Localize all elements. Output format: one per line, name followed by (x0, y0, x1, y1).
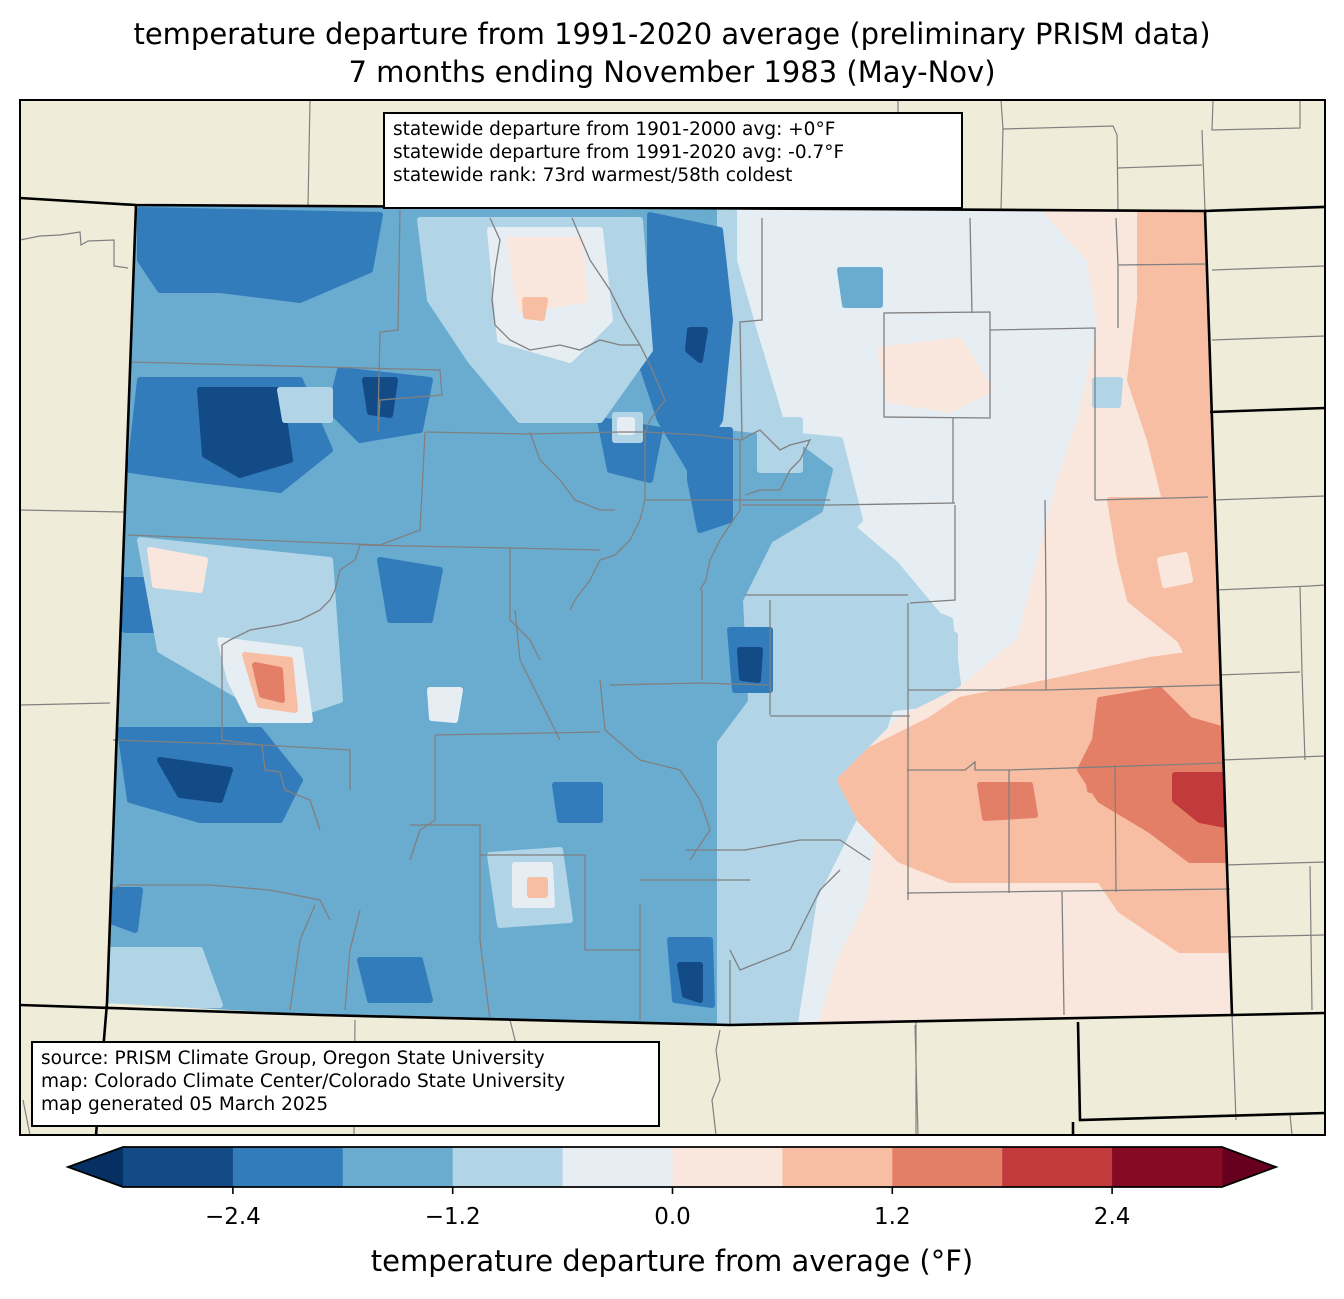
colorbar-segment (1112, 1147, 1223, 1187)
heatmap-contour-region (1092, 377, 1123, 408)
credits-map: map: Colorado Climate Center/Colorado St… (41, 1071, 566, 1092)
heatmap-contour-region (427, 687, 463, 723)
heatmap-contour-region (137, 207, 383, 303)
heatmap-contour-region (107, 947, 223, 1008)
colorbar-tick-label: 1.2 (874, 1204, 911, 1230)
colorbar-segment (232, 1147, 344, 1187)
heatmap-contour-region (617, 417, 635, 435)
colorbar-segment (1002, 1147, 1113, 1187)
colorbar-label: temperature departure from average (°F) (370, 1244, 974, 1278)
heatmap-contour-region (877, 337, 993, 413)
colorbar-outline (65, 1146, 1279, 1188)
heatmap-contour-region (552, 782, 603, 823)
colorbar-tick-label: 2.4 (1093, 1204, 1131, 1230)
heatmap-contour-region (737, 647, 763, 683)
neighbor-county-lines (20, 100, 1325, 1135)
heatmap-contour-region (1157, 552, 1193, 588)
heatmap-contour-region (507, 237, 588, 313)
statewide-stats-box: statewide departure from 1901-2000 avg: … (383, 112, 963, 209)
stats-line-1991-avg: statewide departure from 1991-2020 avg: … (393, 142, 845, 163)
credits-box: source: PRISM Climate Group, Oregon Stat… (31, 1041, 660, 1127)
credits-generated: map generated 05 March 2025 (41, 1094, 329, 1115)
colorbar-tick-label: −2.4 (204, 1204, 261, 1230)
map-title-line-1: temperature departure from 1991-2020 ave… (133, 17, 1211, 51)
colorbar-segment (342, 1147, 454, 1187)
heatmap-contour-region (147, 547, 208, 593)
colorbar-segment (123, 1147, 234, 1187)
heatmap-contour-region (157, 757, 233, 803)
colorbar-segment (562, 1147, 673, 1187)
colorbar-tick-label: −1.2 (424, 1204, 481, 1230)
colorbar (65, 1146, 1279, 1194)
heatmap-contour-region (837, 267, 883, 308)
heatmap-contour-region (527, 877, 548, 898)
heatmap-contour-region (522, 297, 548, 321)
heatmap-contour-region (277, 387, 333, 423)
heatmap-contour-region (927, 632, 958, 673)
colorbar-over-arrow (1222, 1147, 1276, 1187)
heatmap-contour-region (687, 427, 733, 533)
heatmap-contour-region (107, 887, 143, 933)
colorado-county-lines (109, 209, 1231, 1025)
heatmap-contour-region (362, 377, 398, 418)
map-frame (19, 99, 1326, 1136)
heatmap-contour-region (757, 417, 803, 473)
stats-line-1900-avg: statewide departure from 1901-2000 avg: … (393, 119, 836, 140)
heatmap-contour-region (197, 387, 293, 478)
heatmap-contour-region (685, 327, 708, 363)
colorbar-segment (452, 1147, 564, 1187)
credits-source: source: PRISM Climate Group, Oregon Stat… (41, 1048, 545, 1069)
map-title-line-2: 7 months ending November 1983 (May-Nov) (348, 55, 996, 89)
colorbar-segment (672, 1147, 783, 1187)
colorbar-segment (782, 1147, 893, 1187)
temperature-heatmap (107, 205, 1232, 1025)
colorbar-under-arrow (68, 1147, 123, 1187)
stats-line-rank: statewide rank: 73rd warmest/58th coldes… (393, 165, 793, 186)
colorbar-segment (892, 1147, 1003, 1187)
heatmap-contour-region (717, 427, 863, 1025)
heatmap-contour-region (252, 662, 285, 703)
heatmap-contour-region (357, 957, 433, 1003)
heatmap-contour-region (377, 557, 443, 623)
colorbar-tick-label: 0.0 (654, 1204, 691, 1230)
heatmap-contour-region (977, 782, 1038, 821)
heatmap-contour-region (677, 962, 703, 1003)
heatmap-contour-region (1172, 772, 1229, 828)
